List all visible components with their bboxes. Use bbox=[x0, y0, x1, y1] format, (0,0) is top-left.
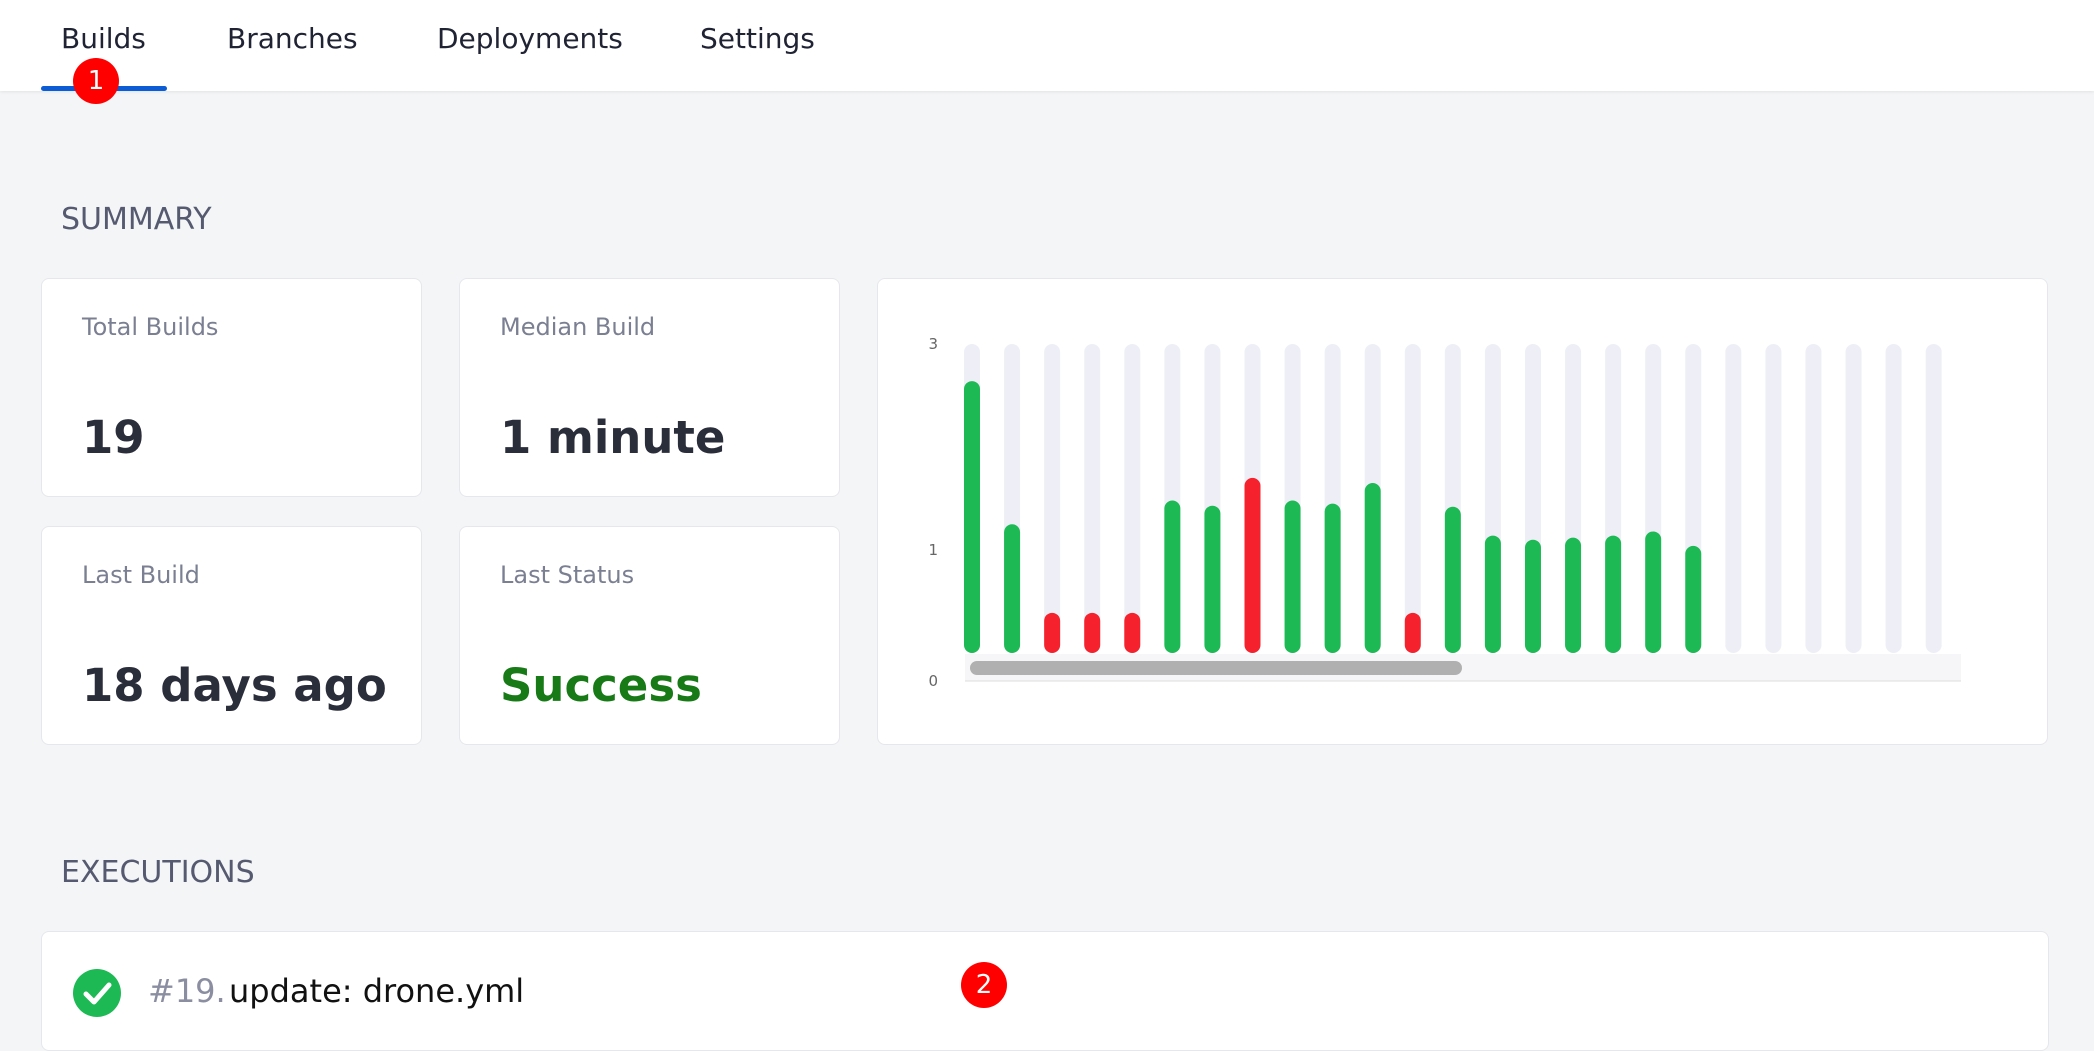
card-value: 18 days ago bbox=[82, 659, 387, 712]
bar-track bbox=[1044, 344, 1061, 653]
bar bbox=[1004, 524, 1021, 653]
bar bbox=[1645, 531, 1662, 653]
build-number: #19. bbox=[148, 972, 226, 1010]
card-label: Last Build bbox=[82, 561, 200, 589]
bar-track bbox=[1845, 344, 1862, 653]
bar bbox=[1284, 500, 1301, 653]
bar bbox=[1044, 612, 1061, 653]
card-label: Median Build bbox=[500, 313, 656, 341]
execution-row[interactable]: #19. update: drone.yml bbox=[41, 931, 2049, 1051]
chart-card: 0 1 3 bbox=[877, 278, 2048, 745]
bar-track bbox=[1805, 344, 1822, 653]
stat-card: Last Build 18 days ago bbox=[41, 526, 422, 745]
bar bbox=[1484, 535, 1501, 653]
card-value: 1 minute bbox=[500, 411, 726, 464]
stat-card: Median Build 1 minute bbox=[459, 278, 840, 497]
bar-track bbox=[1765, 344, 1782, 653]
tab[interactable]: Builds bbox=[61, 22, 146, 55]
bar-track bbox=[1885, 344, 1902, 653]
bar bbox=[1404, 612, 1421, 653]
tab[interactable]: Settings bbox=[700, 22, 815, 55]
bar-track bbox=[1084, 344, 1101, 653]
bar bbox=[1605, 535, 1622, 653]
commit-message: update: drone.yml bbox=[229, 972, 525, 1010]
bar bbox=[1364, 483, 1381, 653]
stat-card: Last Status Success bbox=[459, 526, 840, 745]
section-title: SUMMARY bbox=[61, 202, 212, 237]
card-value: Success bbox=[500, 659, 702, 712]
bar-track bbox=[1725, 344, 1742, 653]
bar bbox=[1164, 500, 1181, 653]
bar bbox=[1565, 537, 1582, 653]
section-title: EXECUTIONS bbox=[61, 855, 255, 890]
chart: 0 1 3 bbox=[928, 335, 1961, 690]
bar bbox=[964, 381, 980, 653]
bar bbox=[1084, 612, 1101, 653]
y-tick-label: 0 bbox=[928, 672, 938, 690]
top-nav: Builds Branches Deployments Settings bbox=[0, 0, 2094, 91]
badge: 2 bbox=[961, 962, 1007, 1008]
bar-track bbox=[1404, 344, 1421, 653]
stat-card: Total Builds 19 bbox=[41, 278, 422, 497]
tab[interactable]: Deployments bbox=[437, 22, 623, 55]
bar bbox=[1685, 545, 1702, 653]
bar bbox=[1324, 503, 1341, 653]
success-icon bbox=[73, 969, 121, 1017]
bar bbox=[1124, 612, 1141, 653]
bar bbox=[1524, 539, 1541, 653]
badge: 1 bbox=[73, 58, 119, 104]
card-label: Total Builds bbox=[82, 313, 219, 341]
bar-track bbox=[1124, 344, 1141, 653]
bar bbox=[1244, 477, 1261, 653]
y-tick-label: 1 bbox=[928, 541, 938, 559]
bar bbox=[1444, 506, 1461, 653]
bar bbox=[1204, 505, 1221, 653]
tab[interactable]: Branches bbox=[227, 22, 358, 55]
card-label: Last Status bbox=[500, 561, 635, 589]
card-value: 19 bbox=[82, 411, 145, 464]
y-tick-label: 3 bbox=[928, 335, 938, 353]
bar-track bbox=[1925, 344, 1942, 653]
scroll-thumb bbox=[970, 661, 1462, 675]
